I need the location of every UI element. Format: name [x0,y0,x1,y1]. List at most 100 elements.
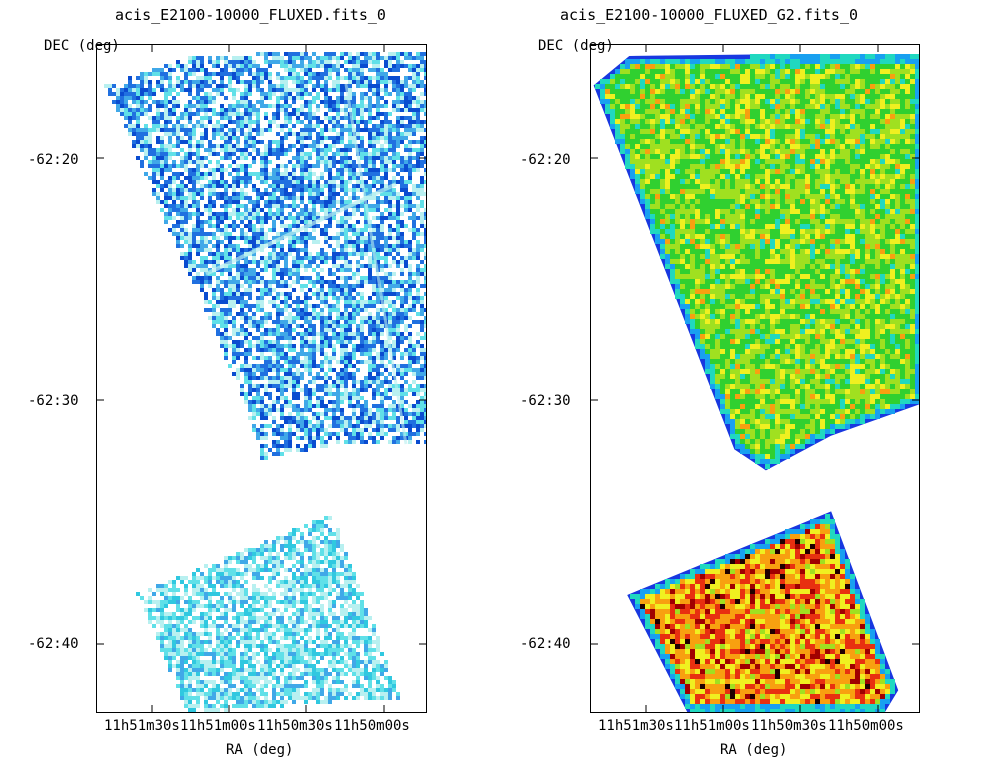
heatmap-cell [268,256,272,260]
heatmap-cell [244,304,248,308]
heatmap-cell [144,80,148,84]
heatmap-cell [304,596,308,600]
heatmap-cell [296,132,300,136]
heatmap-cell [292,240,296,244]
heatmap-cell [360,604,364,608]
heatmap-cell [316,296,320,300]
heatmap-cell [156,124,160,128]
heatmap-cell [312,572,316,576]
heatmap-cell [356,300,360,304]
heatmap-cell [296,156,300,160]
heatmap-cell [288,404,292,408]
heatmap-cell [284,404,288,408]
heatmap-cell [200,104,204,108]
heatmap-cell [244,164,248,168]
heatmap-cell [296,204,300,208]
heatmap-cell [240,196,244,200]
heatmap-cell [284,116,288,120]
heatmap-cell [376,216,380,220]
heatmap-cell [276,360,280,364]
heatmap-cell [164,128,168,132]
heatmap-cell [372,380,376,384]
heatmap-cell [388,60,392,64]
heatmap-cell [236,164,240,168]
heatmap-cell [192,112,196,116]
heatmap-cell [416,108,420,112]
heatmap-cell [180,232,184,236]
heatmap-cell [348,180,352,184]
heatmap-cell [376,84,380,88]
heatmap-cell [348,120,352,124]
heatmap-cell [344,180,348,184]
heatmap-cell [316,72,320,76]
heatmap-cell [192,224,196,228]
heatmap-cell [292,80,296,84]
heatmap-cell [196,252,200,256]
heatmap-cell [244,368,248,372]
heatmap-cell [324,72,328,76]
heatmap-cell [184,164,188,168]
heatmap-cell [324,184,328,188]
heatmap-cell [168,188,172,192]
heatmap-cell [212,152,216,156]
heatmap-cell [176,620,180,624]
heatmap-cell [244,204,248,208]
heatmap-cell [240,148,244,152]
heatmap-cell [244,56,248,60]
heatmap-cell [340,64,344,68]
heatmap-cell [300,120,304,124]
heatmap-cell [336,552,340,556]
heatmap-cell [220,56,224,60]
heatmap-cell [324,52,328,56]
heatmap-cell [304,540,308,544]
heatmap-cell [188,580,192,584]
heatmap-cell [224,260,228,264]
heatmap-cell [348,328,352,332]
heatmap-cell [252,216,256,220]
heatmap-cell [332,260,336,264]
heatmap-cell [180,620,184,624]
heatmap-cell [236,280,240,284]
heatmap-cell [256,552,260,556]
heatmap-cell [328,548,332,552]
heatmap-cell [208,232,212,236]
heatmap-cell [208,572,212,576]
heatmap-cell [384,364,388,368]
heatmap-cell [400,352,404,356]
heatmap-cell [252,276,256,280]
heatmap-cell [224,340,228,344]
heatmap-cell [276,196,280,200]
heatmap-cell [224,200,228,204]
heatmap-cell [364,152,368,156]
heatmap-cell [216,152,220,156]
heatmap-cell [244,264,248,268]
heatmap-cell [300,416,304,420]
heatmap-cell [392,76,396,80]
heatmap-cell [224,248,228,252]
heatmap-cell [376,92,380,96]
heatmap-cell [424,252,427,256]
heatmap-cell [264,212,268,216]
heatmap-cell [380,104,384,108]
heatmap-cell [408,276,412,280]
heatmap-cell [168,192,172,196]
heatmap-cell [244,596,248,600]
heatmap-cell [400,240,404,244]
heatmap-cell [364,248,368,252]
heatmap-cell [304,56,308,60]
heatmap-cell [320,184,324,188]
heatmap-cell [388,372,392,376]
heatmap-cell [364,64,368,68]
heatmap-cell [212,176,216,180]
heatmap-cell [344,220,348,224]
heatmap-cell [176,124,180,128]
heatmap-cell [188,136,192,140]
heatmap-cell [304,352,308,356]
heatmap-cell [352,608,356,612]
heatmap-cell [420,144,424,148]
heatmap-cell [424,412,427,416]
heatmap-cell [304,604,308,608]
heatmap-cell [264,372,268,376]
heatmap-cell [396,284,400,288]
heatmap-cell [408,340,412,344]
